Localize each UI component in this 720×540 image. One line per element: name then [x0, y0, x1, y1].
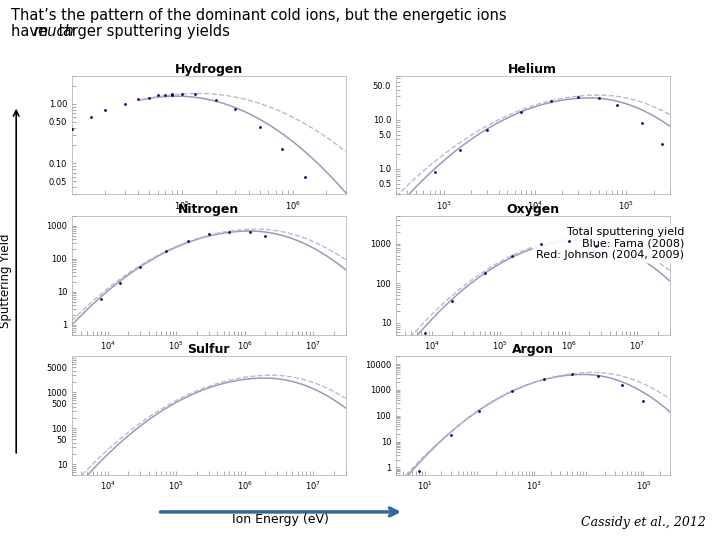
Point [86, 113, 97, 122]
Title: Nitrogen: Nitrogen [178, 203, 240, 216]
Point [152, 90, 163, 99]
Point [616, 381, 627, 389]
Point [160, 91, 171, 100]
Point [480, 268, 491, 277]
Text: larger sputtering yields: larger sputtering yields [54, 24, 230, 39]
Point [210, 96, 222, 104]
Text: Total sputtering yield
Blue: Fama (2008)
Red: Johnson (2004, 2009): Total sputtering yield Blue: Fama (2008)… [536, 227, 684, 260]
Point [515, 107, 526, 116]
Point [429, 168, 441, 177]
Point [593, 371, 604, 380]
Point [538, 375, 549, 384]
Point [176, 90, 188, 98]
Point [259, 232, 271, 240]
Point [119, 99, 130, 108]
Point [474, 407, 485, 415]
Title: Hydrogen: Hydrogen [175, 63, 243, 76]
Point [166, 91, 178, 99]
Point [66, 124, 78, 133]
Point [244, 227, 256, 236]
Point [413, 466, 425, 475]
Point [99, 106, 111, 114]
Text: have: have [11, 24, 51, 39]
Point [611, 100, 623, 109]
Text: Cassidy et al., 2012: Cassidy et al., 2012 [581, 516, 706, 529]
Point [300, 173, 311, 181]
Point [567, 370, 578, 379]
Text: Sputtering Yield: Sputtering Yield [0, 233, 12, 328]
Point [657, 139, 668, 148]
Point [315, 201, 327, 210]
Text: much: much [34, 24, 75, 39]
Point [132, 94, 144, 103]
Point [445, 431, 456, 440]
Point [545, 97, 557, 106]
Title: Argon: Argon [512, 343, 554, 356]
Point [590, 241, 601, 250]
Point [446, 296, 458, 305]
Point [536, 240, 547, 249]
Text: Ion Energy (eV): Ion Energy (eV) [233, 514, 329, 526]
Point [454, 146, 466, 154]
Point [563, 237, 575, 245]
Text: That’s the pattern of the dominant cold ions, but the energetic ions: That’s the pattern of the dominant cold … [11, 8, 506, 23]
Title: Oxygen: Oxygen [506, 203, 559, 216]
Point [95, 295, 107, 303]
Point [593, 94, 604, 103]
Point [203, 230, 215, 239]
Point [114, 279, 125, 287]
Point [572, 92, 584, 101]
Point [638, 397, 649, 406]
Point [166, 90, 178, 98]
Point [135, 262, 146, 271]
Point [160, 247, 171, 256]
Point [636, 118, 648, 127]
Point [482, 126, 493, 134]
Point [189, 89, 201, 98]
Point [182, 237, 194, 245]
Title: Helium: Helium [508, 63, 557, 76]
Point [224, 227, 235, 236]
Point [254, 123, 266, 131]
Point [143, 94, 155, 103]
Point [419, 328, 431, 337]
Point [506, 252, 518, 260]
Point [506, 387, 518, 396]
Point [276, 145, 288, 153]
Point [230, 105, 241, 113]
Title: Sulfur: Sulfur [187, 343, 230, 356]
